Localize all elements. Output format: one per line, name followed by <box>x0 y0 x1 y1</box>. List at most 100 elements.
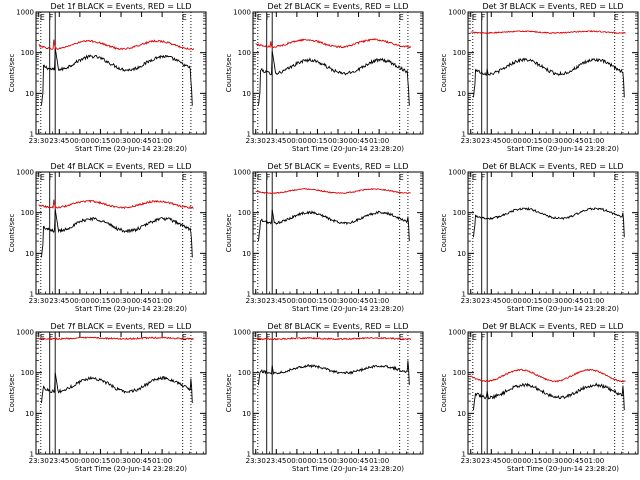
y-tick-label: 1000 <box>448 9 466 17</box>
x-tick-label: 00:45 <box>563 457 583 465</box>
y-axis-label: Counts/sec <box>440 374 448 413</box>
x-tick-label: 23:30 <box>246 297 266 305</box>
series-line-events <box>258 209 410 242</box>
plot-frame <box>35 331 207 455</box>
time-marker-label: F <box>49 13 54 22</box>
x-tick-label: 00:30 <box>111 457 131 465</box>
x-tick-label: 01:00 <box>584 297 604 305</box>
series-line-events <box>258 50 410 106</box>
x-tick-label: 23:30 <box>461 297 481 305</box>
time-marker-label: F <box>49 173 54 182</box>
time-marker-label: E <box>257 333 262 342</box>
y-tick-label: 1 <box>462 131 466 139</box>
x-tick-label: 00:45 <box>563 137 583 145</box>
chart-title: Det 1f BLACK = Events, RED = LLD <box>50 2 191 11</box>
x-axis-label: Start Time (20-Jun-14 23:28:20) <box>292 145 404 153</box>
y-tick-label: 10 <box>242 250 251 258</box>
chart-title: Det 5f BLACK = Events, RED = LLD <box>267 162 408 171</box>
y-tick-label: 1000 <box>233 329 251 337</box>
x-tick-label: 23:45 <box>266 457 286 465</box>
y-axis-label: Counts/sec <box>440 54 448 93</box>
x-tick-label: 00:15 <box>522 297 542 305</box>
x-tick-label: 00:30 <box>328 137 348 145</box>
x-tick-label: 01:00 <box>369 137 389 145</box>
time-marker-label: E <box>399 13 404 22</box>
time-marker-label: F <box>266 173 271 182</box>
y-tick-label: 10 <box>242 90 251 98</box>
x-tick-label: 00:45 <box>348 457 368 465</box>
x-tick-label: 23:30 <box>461 137 481 145</box>
y-axis-label: Counts/sec <box>225 214 233 253</box>
chart-title: Det 6f BLACK = Events, RED = LLD <box>482 162 623 171</box>
x-tick-label: 00:45 <box>348 137 368 145</box>
x-tick-label: 01:00 <box>369 297 389 305</box>
x-tick-label: 00:45 <box>348 297 368 305</box>
y-tick-label: 10 <box>25 410 34 418</box>
x-axis-label: Start Time (20-Jun-14 23:28:20) <box>75 465 187 473</box>
time-marker-label: E <box>614 173 619 182</box>
x-tick-label: 23:45 <box>481 457 501 465</box>
chart-title: Det 7f BLACK = Events, RED = LLD <box>50 322 191 331</box>
y-tick-label: 1000 <box>233 9 251 17</box>
chart-title: Det 9f BLACK = Events, RED = LLD <box>482 322 623 331</box>
x-tick-label: 23:45 <box>49 137 69 145</box>
y-tick-label: 1000 <box>233 169 251 177</box>
time-marker-label: E <box>472 13 477 22</box>
x-tick-label: 23:45 <box>481 137 501 145</box>
x-axis-label: Start Time (20-Jun-14 23:28:20) <box>292 465 404 473</box>
x-tick-label: 23:30 <box>246 457 266 465</box>
x-tick-label: 23:45 <box>266 297 286 305</box>
x-tick-label: 00:15 <box>307 297 327 305</box>
series-line-events <box>41 47 193 106</box>
y-tick-label: 100 <box>21 49 34 57</box>
x-tick-label: 00:00 <box>502 137 522 145</box>
x-tick-label: 00:30 <box>543 457 563 465</box>
x-axis-label: Start Time (20-Jun-14 23:28:20) <box>507 305 619 313</box>
time-marker-label: E <box>399 333 404 342</box>
chart-panel-8: Det 8f BLACK = Events, RED = LLD 1 10 100 10… <box>225 322 424 473</box>
x-tick-label: 01:00 <box>152 297 172 305</box>
chart-panel-6: Det 6f BLACK = Events, RED = LLD 1 10 100 10… <box>440 162 639 313</box>
time-marker-label: E <box>472 173 477 182</box>
x-tick-label: 00:45 <box>131 457 151 465</box>
plot-frame <box>252 171 424 295</box>
series-line-events <box>473 57 625 98</box>
x-tick-label: 23:45 <box>49 297 69 305</box>
chart-title: Det 8f BLACK = Events, RED = LLD <box>267 322 408 331</box>
x-axis-label: Start Time (20-Jun-14 23:28:20) <box>292 305 404 313</box>
y-tick-label: 10 <box>25 90 34 98</box>
time-marker-label: F <box>481 13 486 22</box>
x-tick-label: 00:30 <box>328 297 348 305</box>
series-line-lld <box>38 199 194 210</box>
x-tick-label: 00:45 <box>563 297 583 305</box>
time-marker-label: E <box>182 13 187 22</box>
plot-frame <box>467 331 639 455</box>
x-tick-label: 00:15 <box>90 457 110 465</box>
x-tick-label: 23:45 <box>49 457 69 465</box>
plot-frame <box>35 171 207 295</box>
chart-panel-5: Det 5f BLACK = Events, RED = LLD 1 10 100 10… <box>225 162 424 313</box>
time-marker-label: E <box>614 13 619 22</box>
time-marker-label: F <box>266 13 271 22</box>
y-tick-label: 1 <box>30 131 34 139</box>
x-tick-label: 23:45 <box>266 137 286 145</box>
series-line-lld <box>255 336 412 341</box>
time-marker-label: E <box>257 173 262 182</box>
x-axis-label: Start Time (20-Jun-14 23:28:20) <box>75 305 187 313</box>
series-line-lld <box>470 30 626 35</box>
x-tick-label: 00:30 <box>111 137 131 145</box>
y-tick-label: 1 <box>462 291 466 299</box>
time-marker-label: E <box>182 173 187 182</box>
chart-panel-2: Det 2f BLACK = Events, RED = LLD 1 10 100 10… <box>225 2 424 153</box>
x-tick-label: 00:15 <box>522 457 542 465</box>
chart-title: Det 2f BLACK = Events, RED = LLD <box>267 2 408 11</box>
x-tick-label: 00:00 <box>287 137 307 145</box>
y-tick-label: 100 <box>238 49 251 57</box>
series-line-lld <box>255 188 411 195</box>
chart-title: Det 4f BLACK = Events, RED = LLD <box>50 162 191 171</box>
x-tick-label: 00:00 <box>287 297 307 305</box>
time-marker-label: F <box>481 333 486 342</box>
y-tick-label: 1 <box>247 291 251 299</box>
x-tick-label: 01:00 <box>584 457 604 465</box>
